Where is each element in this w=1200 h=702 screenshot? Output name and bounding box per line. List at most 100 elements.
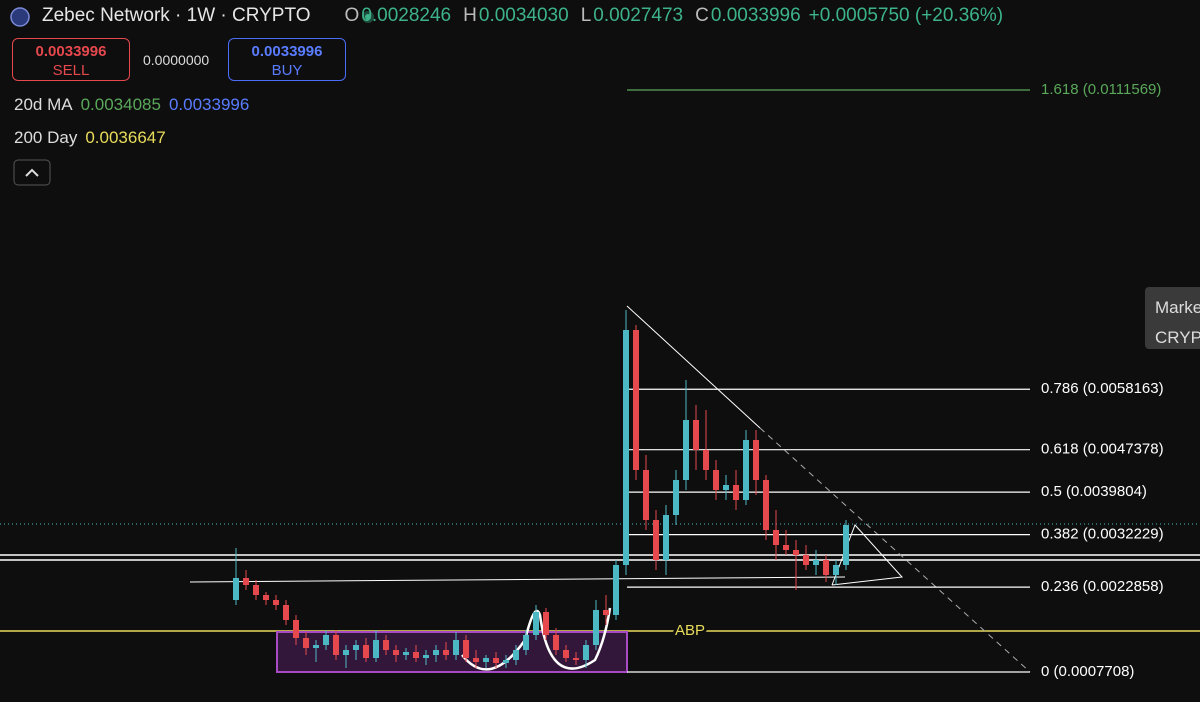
candle-body: [453, 639, 459, 655]
candle-body: [663, 514, 669, 560]
ohlc-value: 0.0027473: [593, 5, 684, 26]
candle-body: [653, 519, 659, 560]
candle-body: [583, 645, 589, 661]
candle-body: [803, 554, 809, 565]
candle-body: [813, 560, 819, 565]
candle-body: [303, 638, 309, 648]
candle-body: [363, 645, 369, 659]
chevron: [25, 168, 39, 177]
candle-body: [793, 549, 799, 555]
fib-label: 1.618 (0.0111569): [1041, 81, 1161, 98]
candle-body: [533, 612, 539, 635]
status-dot: [365, 14, 371, 20]
candle-body: [713, 469, 719, 490]
buy-price: 0.0033996: [251, 43, 323, 60]
sell-price: 0.0033996: [35, 43, 107, 60]
candle-body: [433, 650, 439, 655]
candle-body: [733, 484, 739, 500]
indicator-name: 20d MA: [14, 95, 73, 114]
symbol-icon: [10, 7, 30, 27]
ohlc-key: O: [344, 5, 360, 26]
candle-body: [423, 654, 429, 659]
candle-body: [323, 634, 329, 646]
fib-label: 0 (0.0007708): [1041, 663, 1134, 680]
candle-body: [773, 529, 779, 545]
candle-body: [373, 639, 379, 659]
indicator-name: 200 Day: [14, 128, 78, 147]
indicator: 200 Day 0.0036647: [14, 128, 166, 148]
buy-label: BUY: [271, 62, 303, 79]
tooltip-line: CRYP: [1155, 328, 1200, 347]
candle-body: [343, 650, 349, 655]
candle-body: [443, 650, 449, 655]
candle-body: [673, 479, 679, 515]
candle-body: [403, 652, 409, 655]
candle-body: [743, 439, 749, 500]
candle-body: [393, 650, 399, 655]
symbol: Zebec Network · 1W · CRYPTO: [42, 5, 311, 26]
candle-body: [683, 419, 689, 480]
candle-body: [603, 610, 609, 615]
ohlc-key: L: [580, 5, 592, 26]
candle-body: [593, 610, 599, 646]
fib-label: 0.786 (0.0058163): [1041, 380, 1164, 397]
candle-body: [723, 484, 729, 490]
candle-body: [703, 449, 709, 470]
candle-body: [543, 612, 549, 635]
candle-body: [693, 419, 699, 450]
candle-body: [293, 619, 299, 639]
candle-body: [623, 329, 629, 565]
candle-body: [273, 599, 279, 605]
indicator-value: 0.0033996: [168, 95, 250, 114]
candle-body: [413, 652, 419, 659]
candle-body: [553, 634, 559, 651]
candle-body: [383, 639, 389, 651]
candle-body: [353, 645, 359, 651]
tooltip-line: Marke: [1155, 298, 1200, 317]
candle-body: [573, 658, 579, 661]
tooltip: Marke CRYP: [1145, 287, 1200, 349]
candle-body: [843, 524, 849, 565]
trend-line: [759, 427, 1031, 673]
candle-body: [503, 660, 509, 664]
ohlc-value: 0.0033996: [710, 5, 801, 26]
indicator: 20d MA 0.0034085 0.0033996: [14, 95, 249, 115]
accumulation-box: [276, 631, 628, 673]
header: Zebec Network · 1W · CRYPTO O 0.0028246 H…: [42, 5, 1009, 27]
buy-button[interactable]: 0.0033996 BUY: [228, 38, 346, 81]
collapse-button[interactable]: [13, 159, 51, 186]
change: +0.0005750 (+20.36%): [808, 5, 1004, 26]
candle-body: [783, 544, 789, 550]
sell-button[interactable]: 0.0033996 SELL: [12, 38, 130, 81]
candle-body: [283, 604, 289, 620]
ohlc-key: C: [695, 5, 709, 26]
annotation: ABP: [675, 622, 705, 639]
cup-handle: [461, 607, 612, 671]
spread: 0.0000000: [143, 52, 210, 68]
fib-label: 0.382 (0.0032229): [1041, 526, 1164, 543]
candle-body: [563, 650, 569, 659]
candle-body: [833, 564, 839, 576]
candle-body: [233, 577, 239, 600]
indicator-value: 0.0036647: [85, 128, 166, 147]
ohlc-value: 0.0034030: [478, 5, 569, 26]
candle-body: [253, 584, 259, 596]
candle-body: [513, 650, 519, 661]
candle-body: [613, 564, 619, 615]
candle-body: [633, 329, 639, 470]
fib-label: 0.5 (0.0039804): [1041, 483, 1147, 500]
candle-body: [333, 634, 339, 655]
ohlc-value: 0.0028246: [361, 5, 452, 26]
trend-line: [626, 305, 761, 429]
candle-body: [483, 658, 489, 663]
candle-body: [753, 439, 759, 480]
candle-body: [473, 658, 479, 663]
candle-body: [763, 479, 769, 530]
fib-label: 0.236 (0.0022858): [1041, 578, 1164, 595]
candle-body: [493, 658, 499, 664]
candles: [233, 309, 849, 668]
candle-body: [463, 639, 469, 659]
fib-label: 0.618 (0.0047378): [1041, 441, 1164, 458]
